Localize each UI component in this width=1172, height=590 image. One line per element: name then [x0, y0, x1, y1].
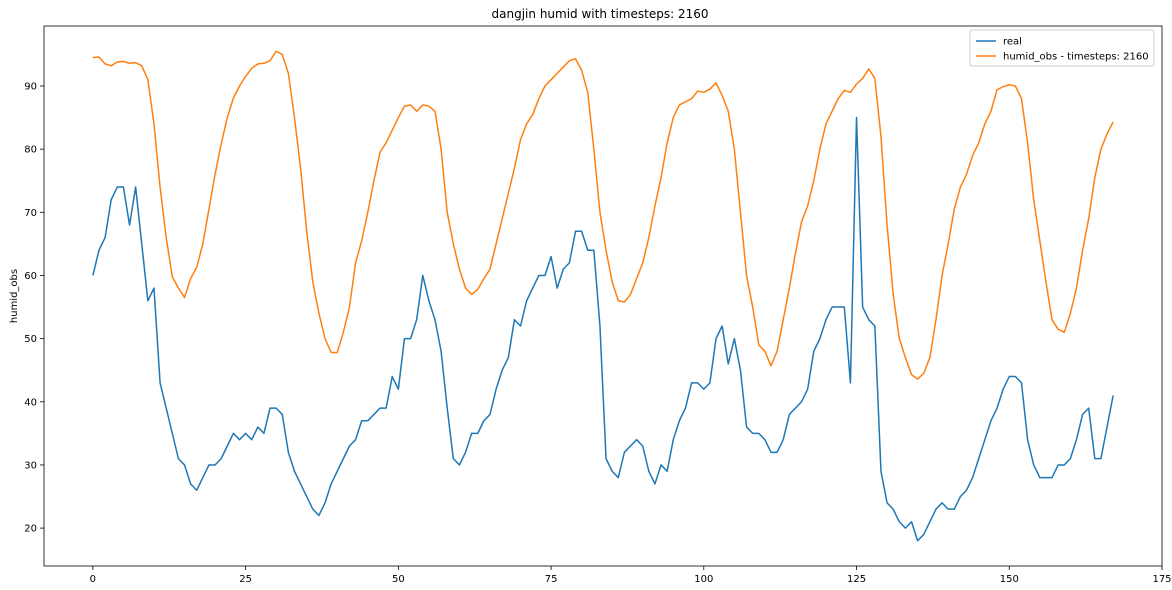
- x-tick-label: 175: [1152, 574, 1171, 585]
- x-tick-label: 125: [847, 574, 866, 585]
- y-tick-label: 50: [24, 334, 37, 345]
- x-tick-label: 100: [694, 574, 713, 585]
- x-tick-label: 50: [392, 574, 405, 585]
- legend-box: [969, 29, 1155, 67]
- y-axis: 20 30 40 50 60 70 80 90: [24, 82, 44, 535]
- y-tick-label: 90: [24, 82, 37, 93]
- legend: real humid_obs - timesteps: 2160: [969, 29, 1155, 67]
- y-tick-label: 30: [24, 460, 37, 471]
- legend-entry: real: [1003, 37, 1022, 48]
- x-tick-label: 150: [1000, 574, 1019, 585]
- chart-title: dangjin humid with timesteps: 2160: [492, 7, 709, 21]
- x-tick-label: 0: [90, 574, 96, 585]
- y-tick-label: 80: [24, 145, 37, 156]
- series-line-humid-obs: [92, 50, 1114, 380]
- series-layer: [92, 50, 1114, 542]
- y-tick-label: 60: [24, 271, 37, 282]
- y-tick-label: 40: [24, 397, 37, 408]
- y-tick-label: 70: [24, 208, 37, 219]
- x-axis: 0 25 50 75 100 125 150 175: [90, 566, 1172, 585]
- x-tick-label: 25: [239, 574, 252, 585]
- legend-entry: humid_obs - timesteps: 2160: [1003, 52, 1149, 63]
- x-tick-label: 75: [545, 574, 558, 585]
- y-axis-label: humid_obs: [9, 269, 20, 323]
- plot-frame: [43, 25, 1163, 567]
- y-tick-label: 20: [24, 524, 37, 535]
- series-line-real: [92, 116, 1114, 542]
